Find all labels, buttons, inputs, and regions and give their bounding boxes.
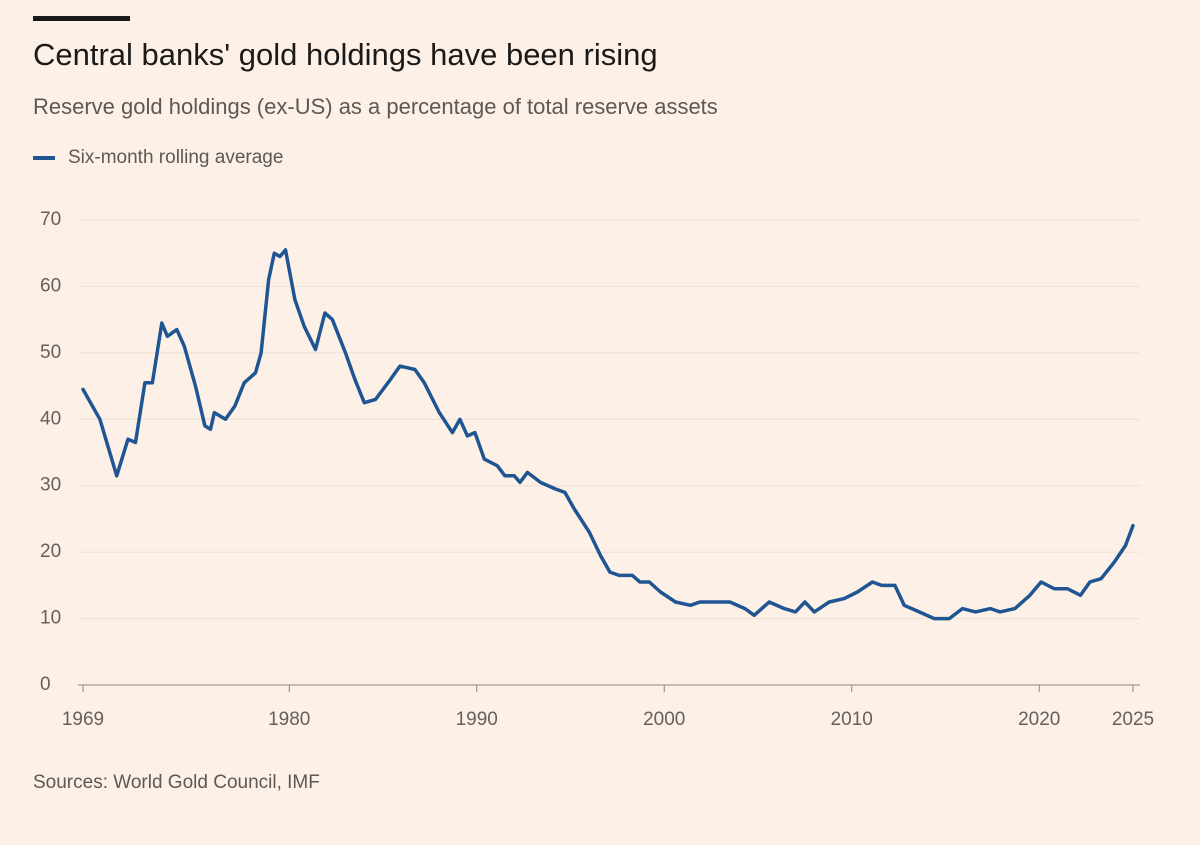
y-tick-label: 70 bbox=[40, 209, 61, 230]
x-tick-label: 2000 bbox=[643, 709, 685, 730]
x-tick-label: 1980 bbox=[268, 709, 310, 730]
series-line bbox=[81, 248, 1135, 621]
legend-label: Six-month rolling average bbox=[68, 147, 283, 168]
x-tick-label: 1990 bbox=[456, 709, 498, 730]
x-tick-label: 2025 bbox=[1112, 709, 1154, 730]
y-tick-label: 60 bbox=[40, 275, 61, 296]
chart-title: Central banks' gold holdings have been r… bbox=[33, 37, 658, 72]
y-tick-label: 50 bbox=[40, 342, 61, 363]
header-bar bbox=[33, 16, 130, 21]
x-tick-label: 2020 bbox=[1018, 709, 1060, 730]
plot bbox=[81, 248, 1135, 621]
source: Sources: World Gold Council, IMF bbox=[33, 772, 320, 793]
grid bbox=[78, 219, 1140, 692]
y-tick-label: 20 bbox=[40, 541, 61, 562]
x-tick-label: 2010 bbox=[831, 709, 873, 730]
y-tick-label: 40 bbox=[40, 408, 61, 429]
y-tick-label: 0 bbox=[40, 674, 51, 695]
x-tick-label: 1969 bbox=[62, 709, 104, 730]
chart-subtitle: Reserve gold holdings (ex-US) as a perce… bbox=[33, 94, 718, 119]
y-tick-label: 10 bbox=[40, 608, 61, 629]
y-tick-label: 30 bbox=[40, 475, 61, 496]
